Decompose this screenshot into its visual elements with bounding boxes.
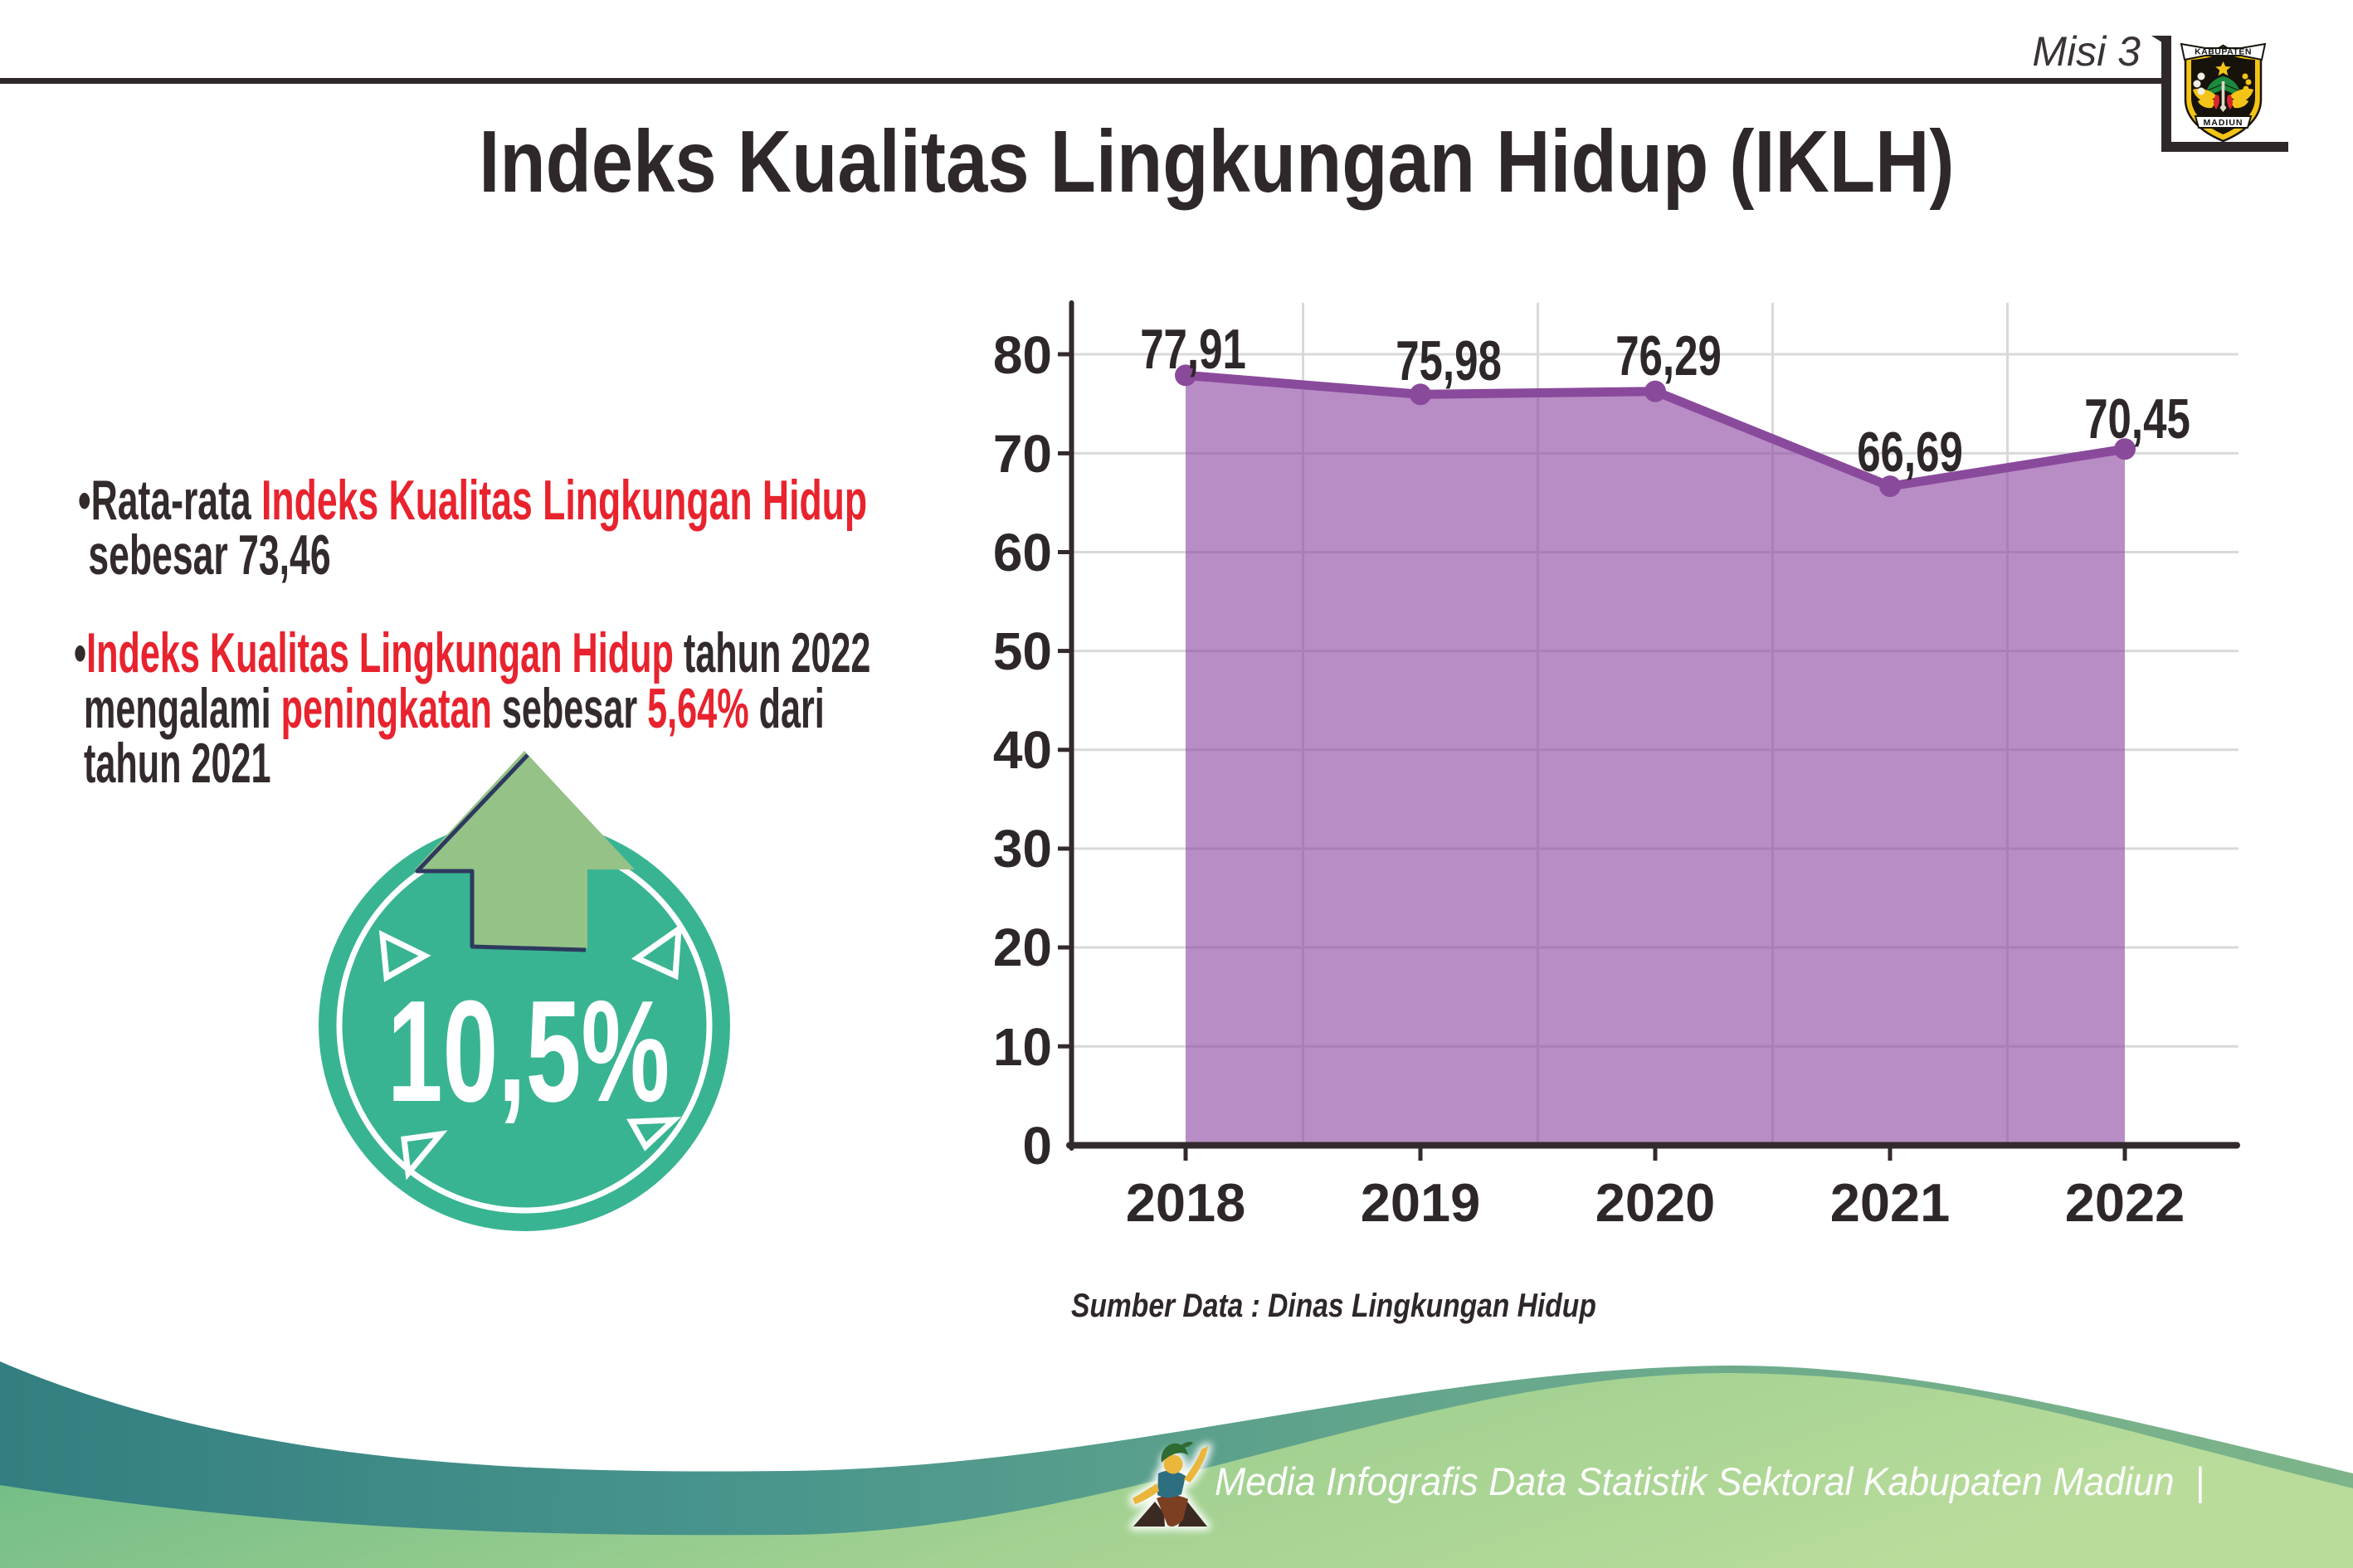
svg-text:60: 60 bbox=[993, 523, 1052, 582]
svg-text:77,91: 77,91 bbox=[1140, 318, 1246, 381]
svg-text:80: 80 bbox=[993, 325, 1052, 385]
svg-text:70,45: 70,45 bbox=[2084, 387, 2190, 450]
svg-text:0: 0 bbox=[1022, 1116, 1052, 1176]
svg-text:30: 30 bbox=[993, 819, 1052, 879]
svg-text:10: 10 bbox=[993, 1017, 1052, 1077]
svg-text:20: 20 bbox=[993, 918, 1052, 977]
svg-text:KABUPATEN: KABUPATEN bbox=[2195, 47, 2252, 57]
svg-text:2019: 2019 bbox=[1361, 1172, 1481, 1233]
svg-text:70: 70 bbox=[993, 424, 1052, 484]
svg-text:75,98: 75,98 bbox=[1396, 329, 1502, 392]
svg-text:2022: 2022 bbox=[2065, 1172, 2185, 1233]
svg-text:2018: 2018 bbox=[1126, 1172, 1246, 1233]
svg-text:2020: 2020 bbox=[1595, 1172, 1716, 1233]
svg-text:2021: 2021 bbox=[1830, 1172, 1951, 1233]
svg-text:MADIUN: MADIUN bbox=[2204, 118, 2243, 128]
svg-text:50: 50 bbox=[993, 621, 1052, 681]
svg-text:66,69: 66,69 bbox=[1857, 421, 1963, 484]
svg-text:76,29: 76,29 bbox=[1615, 324, 1722, 387]
svg-text:40: 40 bbox=[993, 720, 1052, 780]
